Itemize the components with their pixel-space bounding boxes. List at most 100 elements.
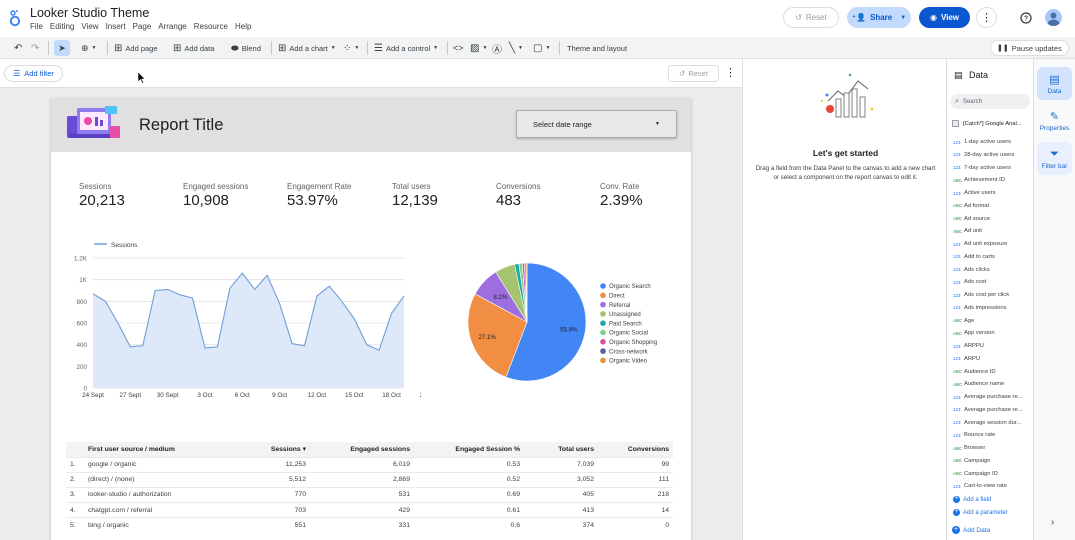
tab-filter-bar[interactable]: ⏷ Filter bar [1037,142,1072,175]
field-item[interactable]: ABC Campaign ID [953,471,998,477]
chevron-right-icon[interactable]: › [1051,517,1055,528]
field-item[interactable]: 123 ARPPU [953,343,984,349]
kpi-conversions[interactable]: Conversions 483 [496,182,541,209]
add-parameter-button[interactable]: + Add a parameter [953,509,1008,516]
view-button[interactable]: ◉ View [919,7,970,28]
channel-pie-chart[interactable]: 55.8% 27.1% 8.2% Organic Search Direct Referr… [451,252,691,392]
col-engaged-session-pct[interactable]: Engaged Session % [455,445,520,453]
add-field-button[interactable]: + Add a field [953,496,992,503]
field-item[interactable]: 123 Ads cost [953,279,986,285]
table-row[interactable]: 4. chatgpt.com / referral 703 429 0.61 413 14 [66,502,673,518]
table-row[interactable]: 1. google / organic 11,253 6,019 0.53 7,039 99 [66,456,673,473]
field-item[interactable]: ABC Ad format [953,203,989,209]
menu-view[interactable]: View [81,22,99,31]
data-source-item[interactable]: [Catch*] Google Anal... [952,120,1022,127]
kpi-conv-rate[interactable]: Conv. Rate 2.39% [600,182,643,209]
field-item[interactable]: ABC Achievement ID [953,177,1005,183]
field-item[interactable]: ABC Ad source [953,216,990,222]
col-total-users[interactable]: Total users [558,445,594,453]
pause-updates-button[interactable]: ❚❚ Pause updates [990,40,1069,56]
menu-help[interactable]: Help [234,22,252,31]
field-item[interactable]: ABC Age [953,318,974,324]
text-box-icon[interactable]: Ⓐ [492,44,502,56]
add-chart-button[interactable]: ⊞ Add a chart ▼ [278,42,336,54]
menu-file[interactable]: File [30,22,43,31]
menu-editing[interactable]: Editing [49,22,75,31]
more-options-icon[interactable]: ⋮ [725,67,736,79]
kpi-engaged-sessions[interactable]: Engaged sessions 10,908 [183,182,249,209]
sessions-line[interactable] [92,272,405,351]
menu-page[interactable]: Page [132,22,152,31]
field-item[interactable]: ABC Ad unit [953,228,982,234]
pie-slice[interactable] [505,262,587,382]
menu-arrange[interactable]: Arrange [158,22,187,31]
chevron-down-icon[interactable]: ▼ [900,14,907,21]
add-filter-button[interactable]: ☰ Add filter [4,65,63,82]
redo-icon[interactable]: ↷ [31,42,40,54]
field-search-input[interactable]: ⌕ Search [950,94,1030,109]
kpi-engagement-rate[interactable]: Engagement Rate 53.97% [287,182,352,209]
field-item[interactable]: 123 Ads impressions [953,305,1007,311]
col-sessions[interactable]: Sessions ▾ [270,446,306,454]
table-row[interactable]: 2. (direct) / (none) 5,512 2,869 0.52 3,052 11… [66,471,673,488]
field-item[interactable]: ABC Audience name [953,381,1004,387]
report-title[interactable]: Report Title [139,116,224,134]
select-tool-icon[interactable]: ➤ [54,40,70,56]
field-item[interactable]: 123 Ad unit exposure [953,241,1008,247]
line-icon[interactable]: ╲ ▼ [509,42,523,54]
field-item[interactable]: 123 Average purchase re... [953,407,1023,413]
tab-data[interactable]: ▤ Data [1037,67,1072,100]
theme-layout-button[interactable]: Theme and layout [567,43,628,53]
menu-insert[interactable]: Insert [105,22,126,31]
undo-icon[interactable]: ↶ [14,42,23,54]
blend-button[interactable]: ⬬ Blend [231,42,261,53]
field-item[interactable]: 123 ARPU [953,356,980,362]
kpi-sessions[interactable]: Sessions 20,213 [79,182,125,209]
field-item[interactable]: 123 Ads cost per click [953,292,1009,298]
embed-code-icon[interactable]: <> [453,43,464,53]
image-icon[interactable]: ▨ ▼ [470,42,488,54]
field-item[interactable]: ABC Campaign [953,458,990,464]
table-row[interactable]: 5. bing / organic 551 331 0.6 374 0 [66,517,673,533]
field-item[interactable]: 123 Add to carts [953,254,995,260]
table-row[interactable]: 3. looker-studio / authorization 770 531 0.6… [66,486,673,503]
field-item[interactable]: ABC App version [953,330,995,336]
field-item[interactable]: 123 Active users [953,190,996,196]
zoom-icon[interactable]: ⊕ ▼ [81,42,97,53]
help-icon[interactable]: ? [1017,7,1035,28]
add-data-button[interactable]: ⊞ Add data [173,42,215,54]
col-engaged-sessions[interactable]: Engaged sessions [350,445,410,453]
kpi-total-users[interactable]: Total users 12,139 [392,182,438,209]
field-item[interactable]: 123 Cart-to-view rate [953,483,1007,489]
field-item[interactable]: 123 Average purchase re... [953,394,1023,400]
add-page-button[interactable]: ⊞ Add page [114,42,158,54]
source-medium-table[interactable]: First user source / medium Sessions ▾ En… [66,442,673,533]
filter-reset-button[interactable]: ↺ Reset [668,65,719,82]
add-data-link[interactable]: + Add Data [952,526,991,534]
shape-icon[interactable]: ▢ ▼ [533,42,551,54]
pie-slice[interactable] [467,293,528,378]
add-control-button[interactable]: ☰ Add a control ▼ [374,42,439,54]
menu-resource[interactable]: Resource [193,22,228,31]
tab-properties[interactable]: ✎ Properties [1039,110,1070,132]
field-item[interactable]: 123 Bounce rate [953,432,995,438]
report-file-title[interactable]: Looker Studio Theme [30,6,150,20]
sessions-area-chart[interactable]: Sessions 0 200 400 600 800 1K 1.2K 24 Sept 27 Sep… [51,234,421,404]
date-range-selector[interactable]: Select date range ▼ [516,110,677,138]
field-item[interactable]: 123 7-day active users [953,165,1011,171]
field-item[interactable]: ABC Browser [953,445,985,451]
community-viz-icon[interactable]: ⁘ ▼ [343,42,360,54]
share-button[interactable]: ⁺👤 Share ▼ [847,7,911,28]
looker-studio-logo[interactable] [8,9,22,27]
field-item[interactable]: ABC Audience ID [953,369,996,375]
field-item[interactable]: 123 28-day active users [953,152,1014,158]
pie-slice[interactable] [525,262,528,323]
field-item[interactable]: 123 1-day active users [953,139,1011,145]
field-item[interactable]: 123 Average session dur... [953,420,1021,426]
reset-button[interactable]: ↺ Reset [783,7,839,28]
field-item[interactable]: 123 Ads clicks [953,267,990,273]
avatar[interactable] [1045,9,1062,26]
col-conversions[interactable]: Conversions [627,445,669,453]
col-source-medium[interactable]: First user source / medium [88,445,175,453]
more-options-icon[interactable]: ⋮ [976,7,997,28]
